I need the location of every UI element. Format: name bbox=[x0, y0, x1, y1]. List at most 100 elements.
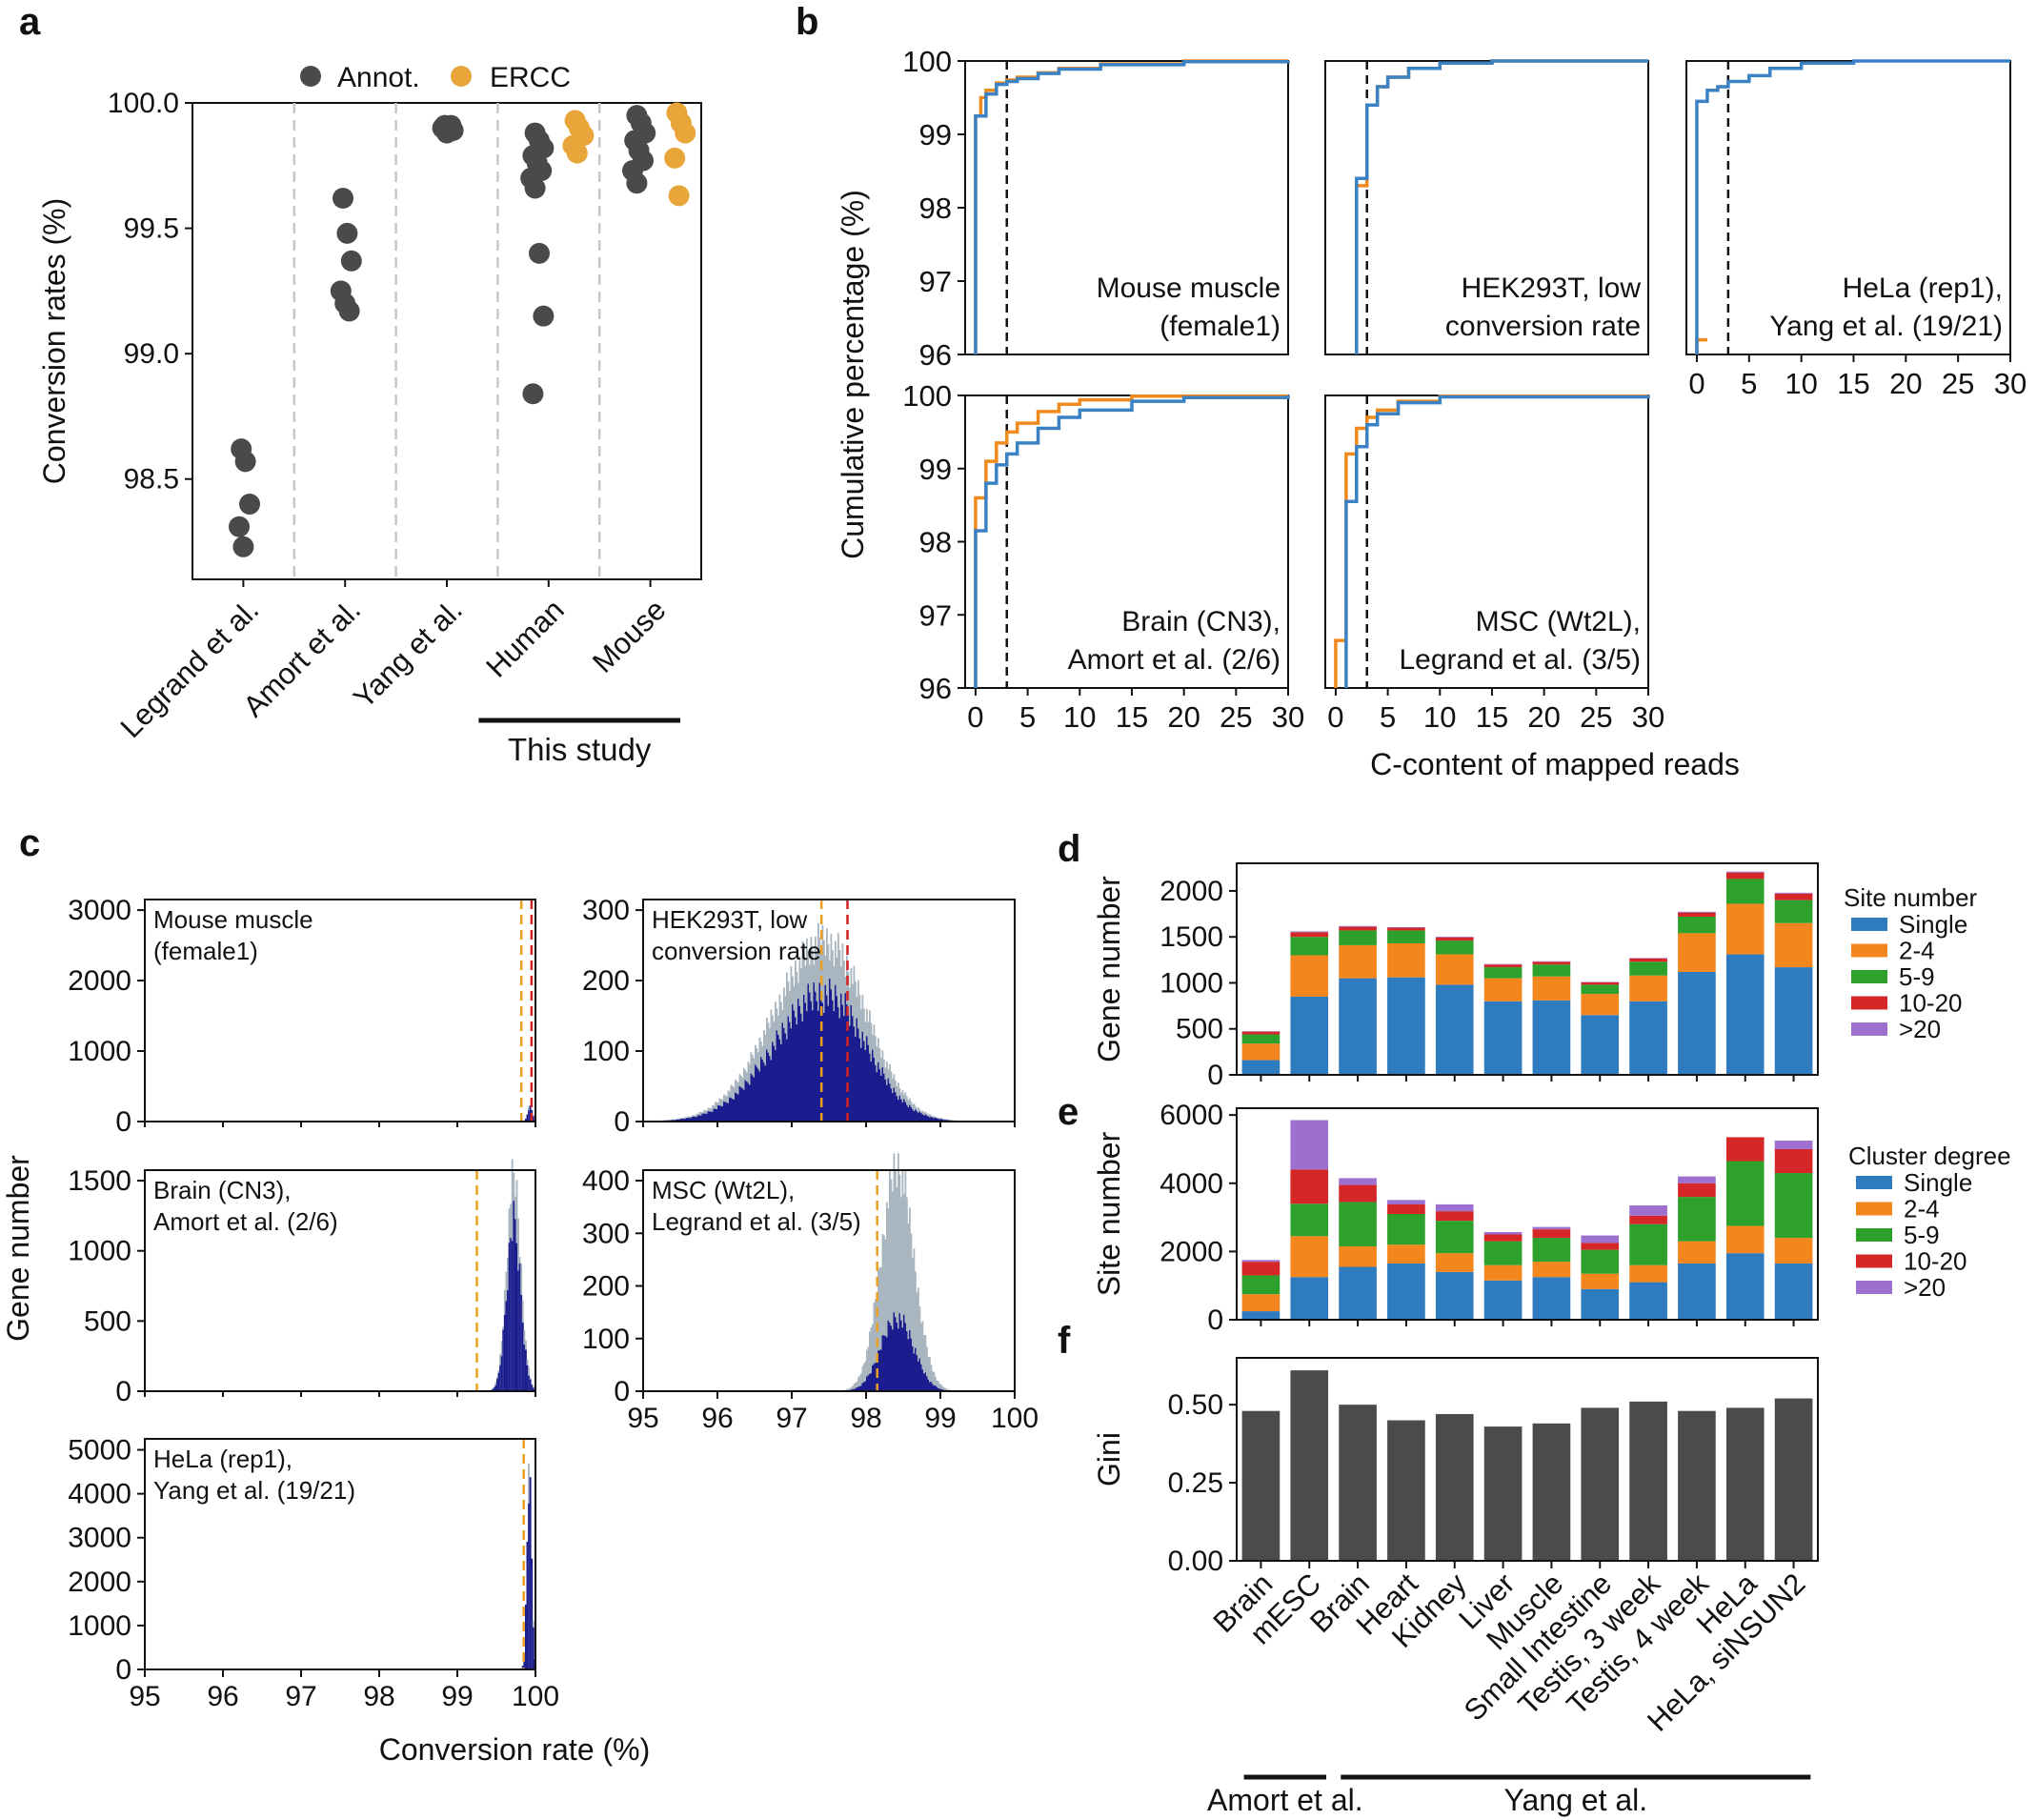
bar-segment bbox=[1290, 931, 1329, 933]
histogram-bar-subset bbox=[809, 992, 811, 1122]
x-tick-label: 96 bbox=[701, 1403, 733, 1434]
x-tick-label: 99 bbox=[924, 1403, 956, 1434]
histogram-bar-total bbox=[872, 1324, 874, 1391]
legend-swatch bbox=[1856, 1281, 1892, 1294]
bar-segment bbox=[1290, 1277, 1329, 1320]
x-tick-label: 97 bbox=[776, 1403, 807, 1434]
histogram-bar-subset bbox=[778, 1039, 781, 1122]
histogram-bar-subset bbox=[695, 1117, 696, 1122]
histogram-bar-subset bbox=[723, 1102, 725, 1122]
subplot-label: MSC (Wt2L), bbox=[1476, 606, 1641, 637]
y-axis-label: Site number bbox=[1092, 1131, 1126, 1296]
bar-segment bbox=[1581, 1288, 1620, 1320]
histogram-bar-total bbox=[849, 1388, 851, 1391]
histogram-bar-subset bbox=[940, 1119, 942, 1122]
x-tick-label: 20 bbox=[1527, 700, 1560, 734]
cumulative-subplot: 96 97 98 99 100 Mouse muscle (female1) bbox=[902, 45, 1290, 372]
x-tick-label: 15 bbox=[1476, 700, 1508, 734]
legend-swatch bbox=[1851, 943, 1887, 958]
x-tick-label: 15 bbox=[1116, 700, 1148, 734]
histogram-bar-subset bbox=[757, 1068, 759, 1122]
group-label: This study bbox=[508, 732, 652, 767]
plot-frame bbox=[1685, 60, 2011, 355]
bar-segment bbox=[1725, 1253, 1765, 1320]
gini-bar bbox=[1678, 1410, 1716, 1561]
histogram-bar-total bbox=[860, 1373, 862, 1391]
histogram-bar-total bbox=[941, 1385, 944, 1391]
histogram-bar-subset bbox=[815, 991, 817, 1122]
histogram-bar-subset bbox=[518, 1263, 521, 1391]
histogram-bar-subset bbox=[503, 1314, 506, 1391]
legend-swatch bbox=[1856, 1228, 1892, 1242]
histogram-bar-subset bbox=[855, 1037, 857, 1122]
y-tick-label: 3000 bbox=[68, 1523, 131, 1554]
gini-bar bbox=[1532, 1423, 1571, 1561]
histogram-bar-subset bbox=[904, 1323, 907, 1391]
histogram-bar-subset bbox=[806, 1011, 808, 1122]
subplot-label: Amort et al. (2/6) bbox=[1068, 644, 1281, 676]
bar-segment bbox=[1629, 1223, 1667, 1265]
histogram-bar-subset bbox=[681, 1119, 684, 1122]
histogram-bar-subset bbox=[697, 1115, 699, 1122]
bar-segment bbox=[1387, 1214, 1425, 1245]
histogram-bar-total bbox=[892, 1191, 894, 1391]
legend-swatch bbox=[1856, 1176, 1892, 1189]
histogram-bar-subset bbox=[736, 1093, 738, 1122]
subplot-label: Amort et al. (2/6) bbox=[153, 1207, 338, 1236]
bar-segment bbox=[1581, 981, 1620, 985]
histogram-bar-subset bbox=[767, 1052, 770, 1122]
legend-swatch bbox=[1851, 1022, 1887, 1036]
y-tick-label: 1000 bbox=[68, 1236, 131, 1267]
histogram-bar-subset bbox=[744, 1080, 747, 1122]
histogram-bar-total bbox=[881, 1233, 884, 1391]
histogram-bar-subset bbox=[709, 1111, 711, 1122]
histogram-bar-subset bbox=[817, 1010, 819, 1122]
histogram-bar-subset bbox=[515, 1243, 518, 1391]
bar-segment bbox=[1241, 1043, 1281, 1061]
panel-label-f: f bbox=[1058, 1320, 1071, 1362]
histogram-bar-subset bbox=[528, 1503, 530, 1669]
subplot-label: Brain (CN3), bbox=[153, 1176, 291, 1204]
histogram-bar-subset bbox=[913, 1353, 916, 1391]
histogram-bar-total bbox=[880, 1267, 882, 1391]
histogram-bar-subset bbox=[500, 1356, 503, 1391]
bar-segment bbox=[1629, 1001, 1667, 1075]
histogram-bar-subset bbox=[869, 1053, 871, 1122]
cumulative-subplot: 0 5 10 15 20 25 30 HeLa (rep1), Yang et al. (19/… bbox=[1685, 59, 2027, 400]
histogram-bar-subset bbox=[870, 1373, 873, 1391]
histogram-subplot: 0 1000 2000 3000 Mouse muscle (female1) bbox=[68, 895, 536, 1138]
cumulative-line-blue bbox=[974, 395, 1290, 688]
histogram-bar-subset bbox=[776, 1030, 778, 1122]
histogram-bar-total bbox=[883, 1235, 885, 1391]
histogram-bar-subset bbox=[766, 1049, 768, 1122]
histogram-bar-subset bbox=[878, 1349, 881, 1391]
data-point bbox=[668, 185, 690, 207]
histogram-bar-subset bbox=[881, 1335, 884, 1391]
histogram-bar-total bbox=[867, 1346, 870, 1391]
histogram-bar-subset bbox=[884, 1079, 887, 1122]
panel-d: 0 500 1000 1500 2000 Gene number Site numberSi… bbox=[1092, 862, 1978, 1091]
y-tick-label: 0.00 bbox=[1168, 1546, 1223, 1577]
histogram-bar-subset bbox=[890, 1088, 893, 1122]
histogram-bar-subset bbox=[700, 1115, 702, 1122]
histogram-bar-subset bbox=[747, 1082, 750, 1122]
y-tick-label: 100 bbox=[902, 379, 952, 413]
histogram-bar-subset bbox=[918, 1112, 919, 1122]
data-point bbox=[522, 383, 544, 405]
histogram-bar-subset bbox=[938, 1388, 941, 1391]
bar-segment bbox=[1339, 1184, 1377, 1203]
histogram-bar-subset bbox=[524, 1119, 527, 1122]
histogram-bar-subset bbox=[920, 1364, 922, 1391]
histogram-bar-subset bbox=[730, 1098, 733, 1122]
gini-bar bbox=[1483, 1426, 1523, 1561]
histogram-bar-total bbox=[846, 1388, 848, 1391]
histogram-bar-subset bbox=[898, 1313, 901, 1391]
plot-frame bbox=[642, 899, 1016, 1122]
subplot-label: HEK293T, low bbox=[1462, 273, 1642, 304]
histogram-bar-subset bbox=[517, 1270, 519, 1391]
gini-bar bbox=[1774, 1398, 1813, 1561]
histogram-bar-total bbox=[935, 1376, 937, 1391]
bar-segment bbox=[1725, 903, 1765, 955]
histogram-bar-subset bbox=[523, 1345, 526, 1391]
